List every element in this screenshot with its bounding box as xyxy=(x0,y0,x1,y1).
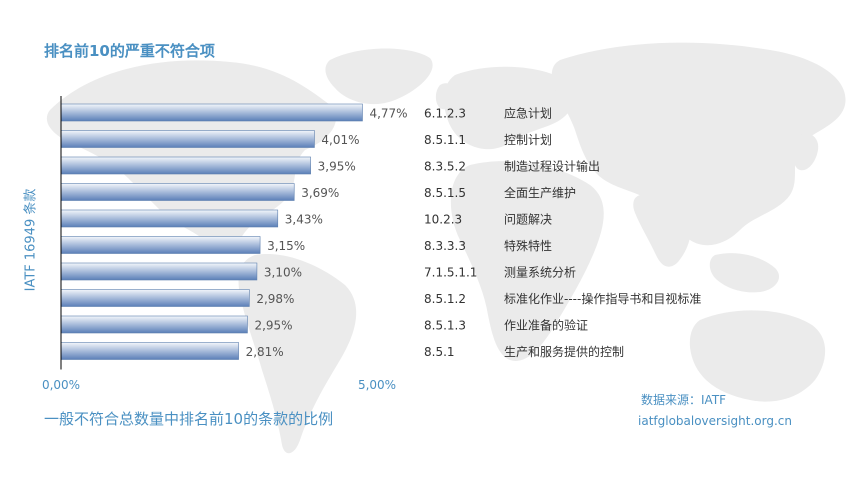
map-uk xyxy=(435,83,456,110)
clause-number-6: 8.3.3.3 xyxy=(424,239,466,253)
clause-name-9: 作业准备的验证 xyxy=(504,318,588,333)
bar-8 xyxy=(60,289,250,307)
clause-name-8: 标准化作业----操作指导书和目视标准 xyxy=(504,291,701,306)
clause-name-5: 问题解决 xyxy=(504,213,552,227)
bar-9 xyxy=(60,315,248,334)
clause-number-7: 7.1.5.1.1 xyxy=(424,266,477,280)
clause-number-8: 8.5.1.2 xyxy=(424,292,466,306)
clause-name-1: 应急计划 xyxy=(504,106,552,121)
value-label-2: 4,01% xyxy=(321,133,359,147)
map-australia xyxy=(689,310,826,402)
map-greenland xyxy=(325,48,433,105)
bar-3 xyxy=(60,156,311,175)
value-label-4: 3,69% xyxy=(301,186,339,200)
clause-number-3: 8.3.5.2 xyxy=(424,160,466,174)
source-website: iatfglobaloversight.org.cn xyxy=(638,414,793,428)
value-label-3: 3,95% xyxy=(318,160,356,174)
y-axis-label: IATF 16949 条款 xyxy=(23,188,39,292)
bar-4 xyxy=(60,183,295,201)
map-europe xyxy=(443,66,575,150)
clause-name-7: 测量系统分析 xyxy=(504,266,576,280)
data-source-label: 数据来源：IATF xyxy=(641,393,727,407)
clause-number-5: 10.2.3 xyxy=(424,213,462,227)
clause-number-2: 8.5.1.1 xyxy=(424,133,466,147)
clause-name-10: 生产和服务提供的控制 xyxy=(504,344,624,359)
clause-number-4: 8.5.1.5 xyxy=(424,186,466,200)
value-label-5: 3,43% xyxy=(285,213,323,227)
value-label-8: 2,98% xyxy=(256,292,294,306)
map-southeast-asia xyxy=(709,253,780,293)
map-india xyxy=(633,194,691,267)
clause-name-4: 全面生产维护 xyxy=(504,185,576,200)
bar-2 xyxy=(60,130,315,148)
x-tick-label-1: 0,00% xyxy=(42,378,80,392)
map-south-america xyxy=(238,254,357,454)
clause-number-9: 8.5.1.3 xyxy=(424,319,466,333)
chart-title: 排名前10的严重不符合项 xyxy=(44,42,215,60)
value-label-7: 3,10% xyxy=(264,266,302,280)
bar-7 xyxy=(60,262,258,281)
bar-1 xyxy=(60,103,363,122)
clause-number-1: 6.1.2.3 xyxy=(424,107,466,121)
bar-5 xyxy=(60,209,279,228)
clause-number-10: 8.5.1 xyxy=(424,345,455,359)
map-japan xyxy=(793,133,819,171)
map-africa xyxy=(450,161,604,361)
clause-name-3: 制造过程设计输出 xyxy=(504,159,600,174)
bar-6 xyxy=(60,236,261,254)
bar-10 xyxy=(60,342,239,360)
clause-name-2: 控制计划 xyxy=(504,133,552,147)
value-label-6: 3,15% xyxy=(267,239,305,253)
x-axis-label: 一般不符合总数量中排名前10的条款的比例 xyxy=(44,410,334,428)
value-label-9: 2,95% xyxy=(254,319,292,333)
x-tick-label-2: 5,00% xyxy=(358,378,396,392)
value-label-1: 4,77% xyxy=(369,107,407,121)
value-label-10: 2,81% xyxy=(246,345,284,359)
map-asia xyxy=(551,42,846,246)
clause-name-6: 特殊特性 xyxy=(504,238,552,253)
